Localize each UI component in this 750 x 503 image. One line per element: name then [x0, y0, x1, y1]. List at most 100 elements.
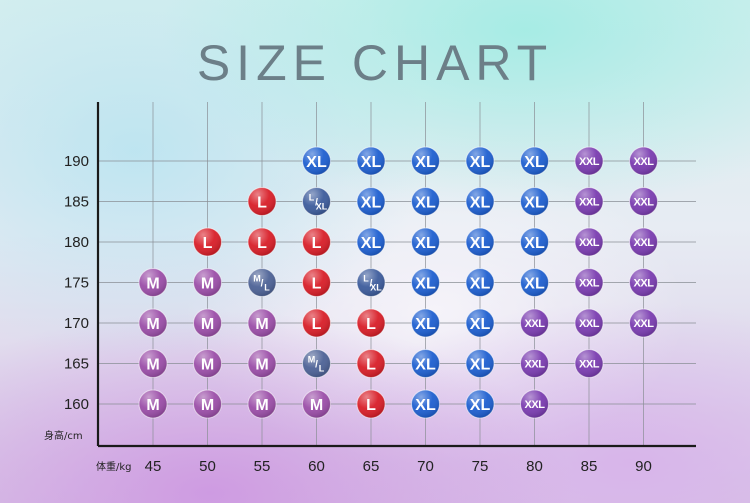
- size-point-label: XXL: [579, 197, 600, 209]
- size-point-label: XL: [415, 235, 436, 252]
- size-point: M: [138, 349, 168, 378]
- size-point-label: XL: [361, 235, 382, 252]
- y-tick-label: 175: [64, 275, 89, 292]
- size-point-label: M: [201, 276, 214, 293]
- size-point-label: XXL: [579, 237, 600, 249]
- size-point: XL: [465, 389, 495, 419]
- size-point-label: M: [201, 357, 214, 374]
- size-point-label: XXL: [525, 318, 546, 330]
- size-point: M: [193, 308, 222, 338]
- y-tick-label: 165: [64, 356, 89, 373]
- size-point: M / L: [302, 349, 331, 378]
- size-point: L: [302, 308, 331, 338]
- size-point: XXL: [520, 349, 549, 378]
- size-point-label: M: [146, 276, 159, 293]
- size-point-label: L: [257, 235, 267, 252]
- size-point: XXL: [574, 268, 604, 297]
- size-point: L: [356, 349, 386, 378]
- size-point-label: XL: [470, 276, 491, 293]
- x-tick-label: 70: [417, 458, 434, 475]
- size-point-label: XL: [306, 154, 327, 171]
- size-point: XXL: [520, 308, 549, 338]
- tick-labels: 160 165 170 175 180 185 190 45 50 55 60 65 70 75 80 85 9…: [64, 153, 652, 475]
- size-point: L: [302, 227, 331, 257]
- y-axis-label: 身高/cm: [44, 429, 83, 442]
- x-tick-label: 85: [581, 458, 598, 475]
- size-point-label: M: [201, 397, 214, 414]
- size-point-label: L: [366, 316, 376, 333]
- x-tick-label: 75: [472, 458, 489, 475]
- chart-title: SIZE CHART: [196, 35, 554, 91]
- size-point-label: M: [146, 397, 159, 414]
- size-point-label: XXL: [579, 359, 600, 371]
- size-point-label: L: [264, 283, 270, 293]
- x-tick-label: 55: [254, 458, 271, 475]
- size-point: XL: [520, 146, 549, 176]
- size-point-label: XL: [524, 276, 545, 293]
- size-point: L: [356, 389, 386, 419]
- size-point: XL: [356, 187, 386, 216]
- size-point-label: L: [309, 193, 315, 203]
- size-point-label: XXL: [634, 278, 655, 290]
- size-point-label: XL: [370, 283, 382, 293]
- size-point-label: L: [319, 364, 325, 374]
- size-point-label: L: [363, 274, 369, 284]
- size-point: M: [193, 389, 222, 419]
- size-point: XXL: [629, 146, 658, 176]
- size-point: XL: [356, 146, 386, 176]
- size-point-label: XL: [470, 316, 491, 333]
- size-point: XL: [411, 389, 440, 419]
- size-point: XL: [411, 146, 440, 176]
- size-point-label: XL: [470, 154, 491, 171]
- size-point-label: M: [255, 357, 268, 374]
- size-point: XL: [465, 146, 495, 176]
- size-point: XL: [411, 308, 440, 338]
- size-point: XXL: [629, 268, 658, 297]
- size-point-label: XXL: [525, 399, 546, 411]
- size-point-label: XXL: [579, 156, 600, 168]
- size-point-label: XL: [361, 154, 382, 171]
- size-point-label: M: [146, 357, 159, 374]
- x-tick-label: 45: [145, 458, 162, 475]
- size-point: XXL: [520, 389, 549, 419]
- size-point: XL: [465, 268, 495, 297]
- size-point-label: XXL: [634, 197, 655, 209]
- size-point: XL: [520, 268, 549, 297]
- size-point: XL: [465, 349, 495, 378]
- size-point: L: [247, 227, 277, 257]
- size-point-label: M: [255, 316, 268, 333]
- size-point: L: [247, 187, 277, 216]
- size-point: M: [302, 389, 331, 419]
- size-point-label: XL: [415, 357, 436, 374]
- size-point-label: M: [201, 316, 214, 333]
- size-point: XXL: [574, 227, 604, 257]
- size-point-label: XL: [524, 154, 545, 171]
- size-point-label: XXL: [579, 318, 600, 330]
- size-point-label: L: [203, 235, 213, 252]
- size-point-label: XL: [470, 195, 491, 212]
- size-point: L: [356, 308, 386, 338]
- size-point-label: XXL: [634, 156, 655, 168]
- svg-text:/: /: [261, 279, 264, 290]
- size-point: XL: [411, 227, 440, 257]
- size-point: XXL: [574, 187, 604, 216]
- y-tick-label: 190: [64, 153, 89, 170]
- size-point: M / L: [247, 268, 277, 297]
- size-point: XL: [465, 227, 495, 257]
- size-point: M: [247, 308, 277, 338]
- size-point-label: M: [146, 316, 159, 333]
- size-point-label: XXL: [634, 237, 655, 249]
- size-point: XL: [465, 308, 495, 338]
- size-point: M: [138, 268, 168, 297]
- axes: [96, 102, 696, 448]
- size-point: XXL: [629, 187, 658, 216]
- size-point: M: [247, 389, 277, 419]
- size-point: XL: [520, 187, 549, 216]
- size-point-label: L: [366, 357, 376, 374]
- size-point-label: XL: [524, 195, 545, 212]
- y-tick-label: 160: [64, 396, 89, 413]
- size-point-label: XXL: [525, 359, 546, 371]
- size-point-label: L: [312, 316, 322, 333]
- size-point-label: XXL: [634, 318, 655, 330]
